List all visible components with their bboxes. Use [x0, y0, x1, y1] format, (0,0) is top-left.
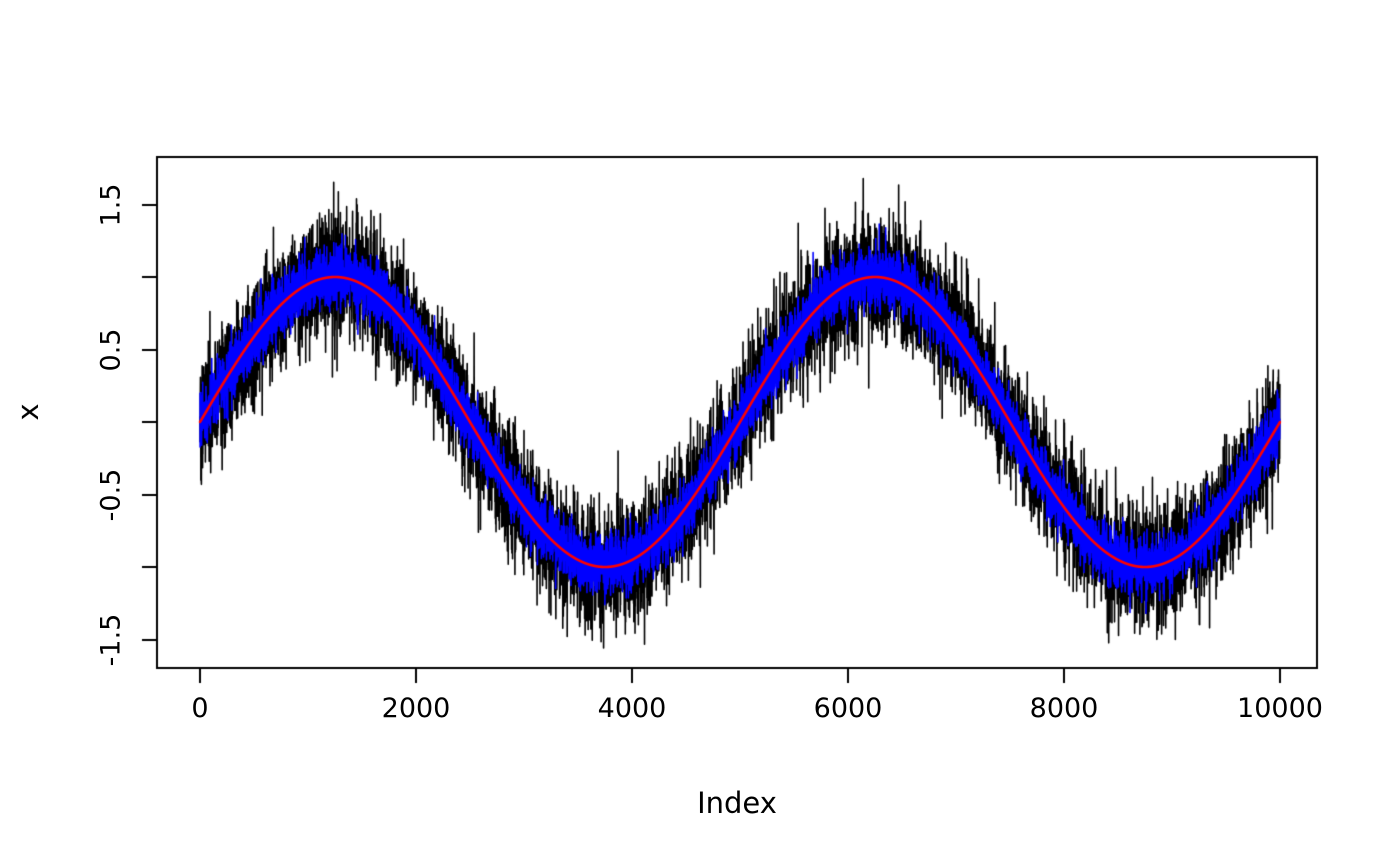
x-tick-label: 0 — [191, 693, 209, 724]
x-tick-label: 2000 — [381, 693, 451, 724]
y-tick-label: -1.5 — [95, 613, 127, 666]
x-tick-label: 6000 — [813, 693, 883, 724]
y-tick-label: 1.5 — [95, 183, 127, 226]
x-tick-label: 10000 — [1237, 693, 1323, 724]
y-tick-label: 0.5 — [95, 328, 127, 371]
y-tick-label: -0.5 — [95, 468, 127, 521]
x-tick-label: 4000 — [597, 693, 667, 724]
y-axis-title: x — [11, 403, 45, 421]
x-axis-title: Index — [697, 786, 777, 820]
x-tick-label: 8000 — [1029, 693, 1099, 724]
